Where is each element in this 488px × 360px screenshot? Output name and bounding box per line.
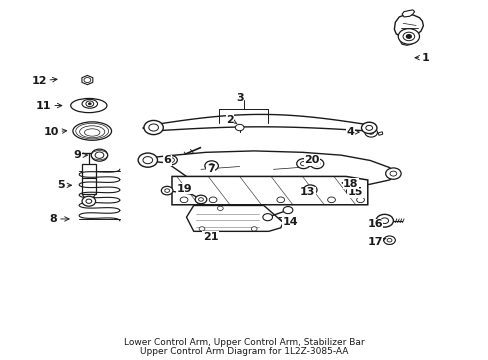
- Circle shape: [208, 164, 214, 168]
- Text: 10: 10: [43, 127, 66, 137]
- Polygon shape: [186, 206, 283, 231]
- FancyBboxPatch shape: [82, 164, 95, 194]
- Ellipse shape: [82, 99, 97, 108]
- Text: 8: 8: [50, 214, 69, 224]
- Circle shape: [198, 198, 203, 201]
- Circle shape: [368, 131, 373, 134]
- Circle shape: [195, 195, 206, 204]
- Circle shape: [300, 162, 306, 166]
- Circle shape: [138, 153, 157, 167]
- Text: 4: 4: [346, 127, 358, 137]
- Circle shape: [142, 157, 152, 164]
- Text: Lower Control Arm, Upper Control Arm, Stabilizer Bar: Lower Control Arm, Upper Control Arm, St…: [124, 338, 364, 347]
- Circle shape: [217, 206, 223, 211]
- Polygon shape: [399, 38, 412, 45]
- Circle shape: [148, 124, 158, 131]
- Circle shape: [82, 196, 95, 206]
- Text: 11: 11: [36, 100, 61, 111]
- Circle shape: [235, 124, 244, 131]
- Text: 19: 19: [176, 184, 191, 194]
- Circle shape: [276, 197, 284, 203]
- Text: 21: 21: [203, 232, 218, 242]
- Circle shape: [383, 236, 394, 244]
- Circle shape: [91, 149, 107, 161]
- Circle shape: [199, 227, 204, 231]
- Circle shape: [263, 213, 272, 221]
- Ellipse shape: [73, 122, 111, 140]
- Polygon shape: [82, 76, 93, 85]
- Text: 6: 6: [163, 156, 171, 166]
- Circle shape: [161, 186, 173, 195]
- Polygon shape: [172, 176, 367, 205]
- Circle shape: [204, 161, 218, 171]
- Circle shape: [402, 32, 414, 41]
- Circle shape: [283, 207, 292, 213]
- Text: Upper Control Arm Diagram for 1L2Z-3085-AA: Upper Control Arm Diagram for 1L2Z-3085-…: [140, 347, 348, 356]
- Text: 2: 2: [225, 115, 236, 125]
- Circle shape: [327, 197, 335, 203]
- Text: 15: 15: [347, 187, 363, 197]
- Circle shape: [406, 35, 410, 38]
- Text: 5: 5: [57, 180, 71, 190]
- Circle shape: [375, 214, 393, 227]
- Circle shape: [307, 188, 312, 192]
- Circle shape: [346, 187, 358, 196]
- Circle shape: [143, 121, 163, 135]
- Text: 9: 9: [74, 150, 87, 160]
- Polygon shape: [393, 14, 423, 38]
- Text: 3: 3: [235, 94, 243, 103]
- Polygon shape: [383, 237, 394, 244]
- Circle shape: [389, 171, 396, 176]
- Circle shape: [309, 159, 323, 168]
- Circle shape: [95, 152, 103, 158]
- Text: 20: 20: [304, 156, 319, 166]
- Circle shape: [397, 29, 419, 44]
- Circle shape: [167, 158, 174, 163]
- Text: 18: 18: [342, 179, 358, 189]
- Circle shape: [356, 197, 364, 203]
- Circle shape: [88, 103, 91, 105]
- Circle shape: [296, 159, 309, 168]
- Text: 14: 14: [279, 217, 298, 228]
- Polygon shape: [401, 10, 414, 17]
- Text: 7: 7: [206, 164, 214, 174]
- Text: 13: 13: [299, 187, 314, 197]
- Circle shape: [164, 156, 177, 165]
- Circle shape: [209, 197, 217, 203]
- Text: 16: 16: [366, 219, 382, 229]
- Circle shape: [365, 125, 372, 130]
- Circle shape: [380, 218, 388, 224]
- Circle shape: [386, 238, 391, 242]
- Circle shape: [86, 199, 92, 203]
- Polygon shape: [378, 132, 382, 135]
- Polygon shape: [146, 151, 393, 190]
- Polygon shape: [151, 114, 369, 131]
- Circle shape: [164, 189, 169, 192]
- Circle shape: [350, 189, 354, 193]
- Circle shape: [385, 168, 400, 179]
- Circle shape: [361, 122, 376, 134]
- Circle shape: [180, 197, 187, 203]
- Circle shape: [251, 227, 257, 231]
- Circle shape: [364, 128, 377, 137]
- Text: 12: 12: [31, 76, 57, 86]
- Text: 17: 17: [366, 237, 385, 247]
- Text: 1: 1: [414, 53, 429, 63]
- Circle shape: [313, 162, 319, 166]
- Ellipse shape: [71, 99, 107, 113]
- Circle shape: [303, 185, 316, 195]
